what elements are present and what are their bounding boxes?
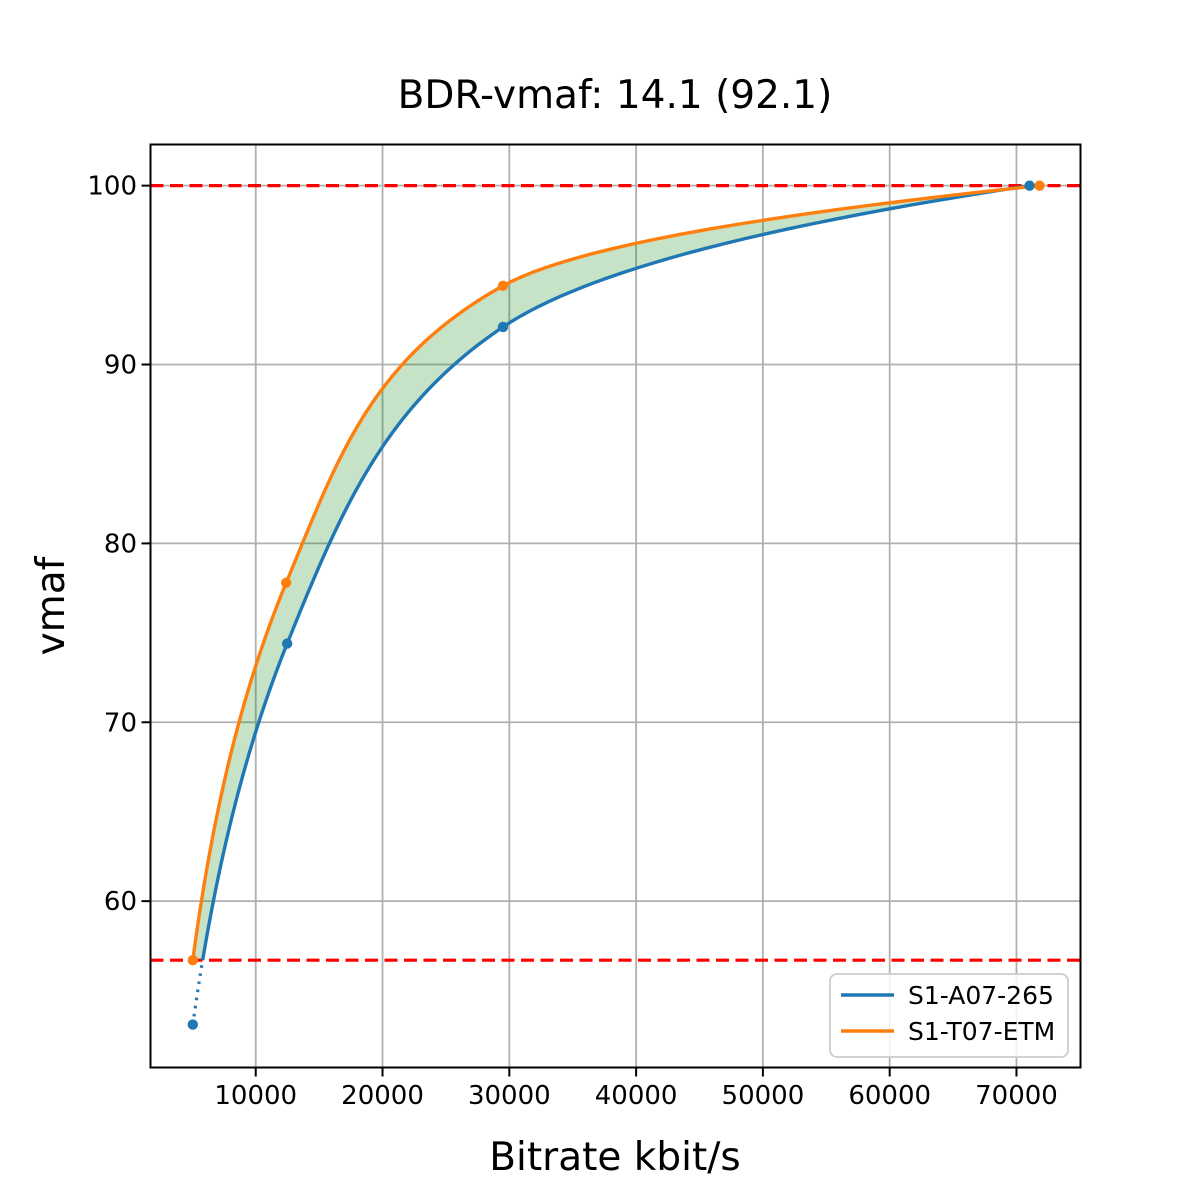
y-tick-label: 100 [87, 172, 137, 202]
data-point-S1-A07-265 [187, 1019, 198, 1030]
data-point-S1-A07-265 [281, 638, 293, 649]
markers-layer [187, 180, 1045, 1030]
y-tick-label: 70 [104, 708, 137, 738]
x-tick-label: 10000 [214, 1081, 297, 1111]
y-tick-label: 80 [104, 529, 137, 559]
chart-title: BDR-vmaf: 14.1 (92.1) [398, 73, 833, 118]
data-point-S1-T07-ETM [281, 577, 292, 588]
tick-labels-layer: 10000 20000 30000 40000 50000 60000 70000 60 70 8… [87, 172, 1057, 1111]
x-tick-label: 20000 [341, 1081, 424, 1111]
x-tick-label: 40000 [595, 1081, 678, 1111]
bd-area-fill [192, 185, 1040, 961]
series-curve-S1-A07-265 [200, 183, 1030, 961]
data-point-S1-T07-ETM [187, 954, 198, 966]
fill-between-area-layer [192, 185, 1040, 961]
curves-layer [191, 183, 1040, 1025]
series-curve-S1-T07-ETM [191, 183, 1040, 961]
legend-label-series-0: S1-A07-265 [908, 981, 1054, 1010]
x-axis-label: Bitrate kbit/s [489, 1135, 740, 1180]
legend: S1-A07-265 S1-T07-ETM [829, 973, 1069, 1058]
data-point-S1-T07-ETM [1034, 180, 1045, 191]
plot-border [149, 143, 1082, 1069]
y-tick-label: 60 [104, 887, 137, 917]
legend-label-series-1: S1-T07-ETM [908, 1017, 1055, 1046]
x-tick-label: 70000 [975, 1081, 1058, 1111]
x-tick-label: 50000 [722, 1081, 805, 1111]
grid-layer [150, 144, 1081, 1068]
data-point-S1-A07-265 [1024, 180, 1035, 191]
x-tick-label: 30000 [468, 1081, 551, 1111]
x-tick-label: 60000 [848, 1081, 931, 1111]
data-point-S1-A07-265 [497, 321, 509, 333]
y-tick-label: 90 [104, 351, 137, 381]
y-axis-label: vmaf [29, 555, 74, 655]
data-point-S1-T07-ETM [497, 280, 509, 292]
series-curve-dotted-S1-A07-265 [191, 959, 205, 1025]
axes-layer [141, 143, 1082, 1077]
